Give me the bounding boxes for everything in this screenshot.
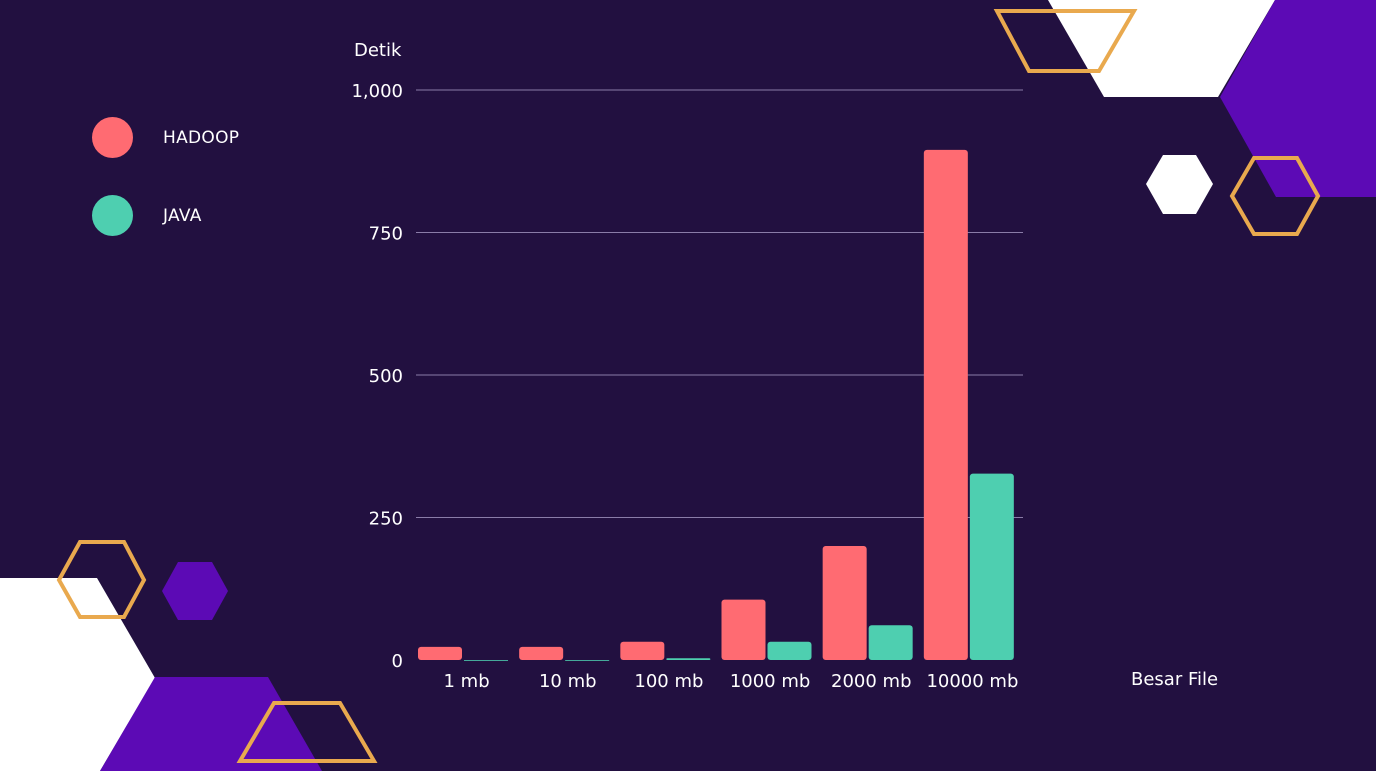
purple-hexagon — [162, 562, 228, 620]
legend-swatch-java — [92, 195, 133, 236]
bar-hadoop-10000mb — [923, 149, 968, 660]
x-tick-label: 10 mb — [539, 671, 597, 692]
x-tick-label: 100 mb — [634, 671, 703, 692]
bar-java-100mb — [666, 658, 711, 660]
legend-item-java: JAVA — [92, 195, 202, 236]
bars — [418, 149, 1014, 661]
white-shape-top-right — [1048, 0, 1275, 97]
x-tick-label: 1000 mb — [730, 671, 811, 692]
x-tick-label: 1 mb — [444, 671, 490, 692]
x-tick-label: 2000 mb — [831, 671, 912, 692]
legend-label-hadoop: HADOOP — [163, 127, 240, 148]
bar-java-1mb — [464, 660, 508, 661]
y-axis-ticks: 0 250 500 750 1,000 — [351, 81, 403, 672]
y-tick-label: 1,000 — [351, 81, 403, 102]
bar-hadoop-2000mb — [822, 546, 867, 660]
white-hexagon — [1146, 155, 1213, 214]
legend-label-java: JAVA — [163, 205, 202, 226]
orange-trapezoid-outline-top — [993, 9, 1138, 73]
y-tick-label: 750 — [369, 224, 403, 245]
legend-item-hadoop: HADOOP — [92, 117, 239, 158]
purple-shape-top-right — [1220, 0, 1376, 197]
x-axis-ticks: 1 mb 10 mb 100 mb 1000 mb 2000 mb 10000 mb — [444, 671, 1019, 692]
bar-hadoop-1000mb — [721, 599, 766, 660]
bar-hadoop-100mb — [620, 641, 665, 660]
bar-java-10000mb — [969, 473, 1014, 660]
legend-swatch-hadoop — [92, 117, 133, 158]
bar-java-10mb — [565, 660, 610, 661]
gridlines — [416, 89, 1023, 518]
purple-shape-bottom-left — [100, 677, 322, 771]
bar-hadoop-10mb — [519, 646, 564, 660]
bar-java-2000mb — [868, 625, 913, 660]
x-tick-label: 10000 mb — [926, 671, 1018, 692]
orange-hexagon-outline-right — [1229, 156, 1321, 236]
orange-trapezoid-outline-bottom — [236, 701, 378, 763]
y-tick-label: 0 — [392, 651, 403, 672]
y-tick-label: 500 — [369, 366, 403, 387]
bar-hadoop-1mb — [418, 646, 462, 660]
x-axis-title: Besar File — [1131, 669, 1219, 690]
bar-java-1000mb — [767, 641, 812, 660]
white-shape-bottom-left — [0, 578, 155, 771]
y-axis-title: Detik — [354, 40, 402, 61]
y-tick-label: 250 — [369, 509, 403, 530]
orange-hexagon-outline-left — [56, 540, 147, 619]
